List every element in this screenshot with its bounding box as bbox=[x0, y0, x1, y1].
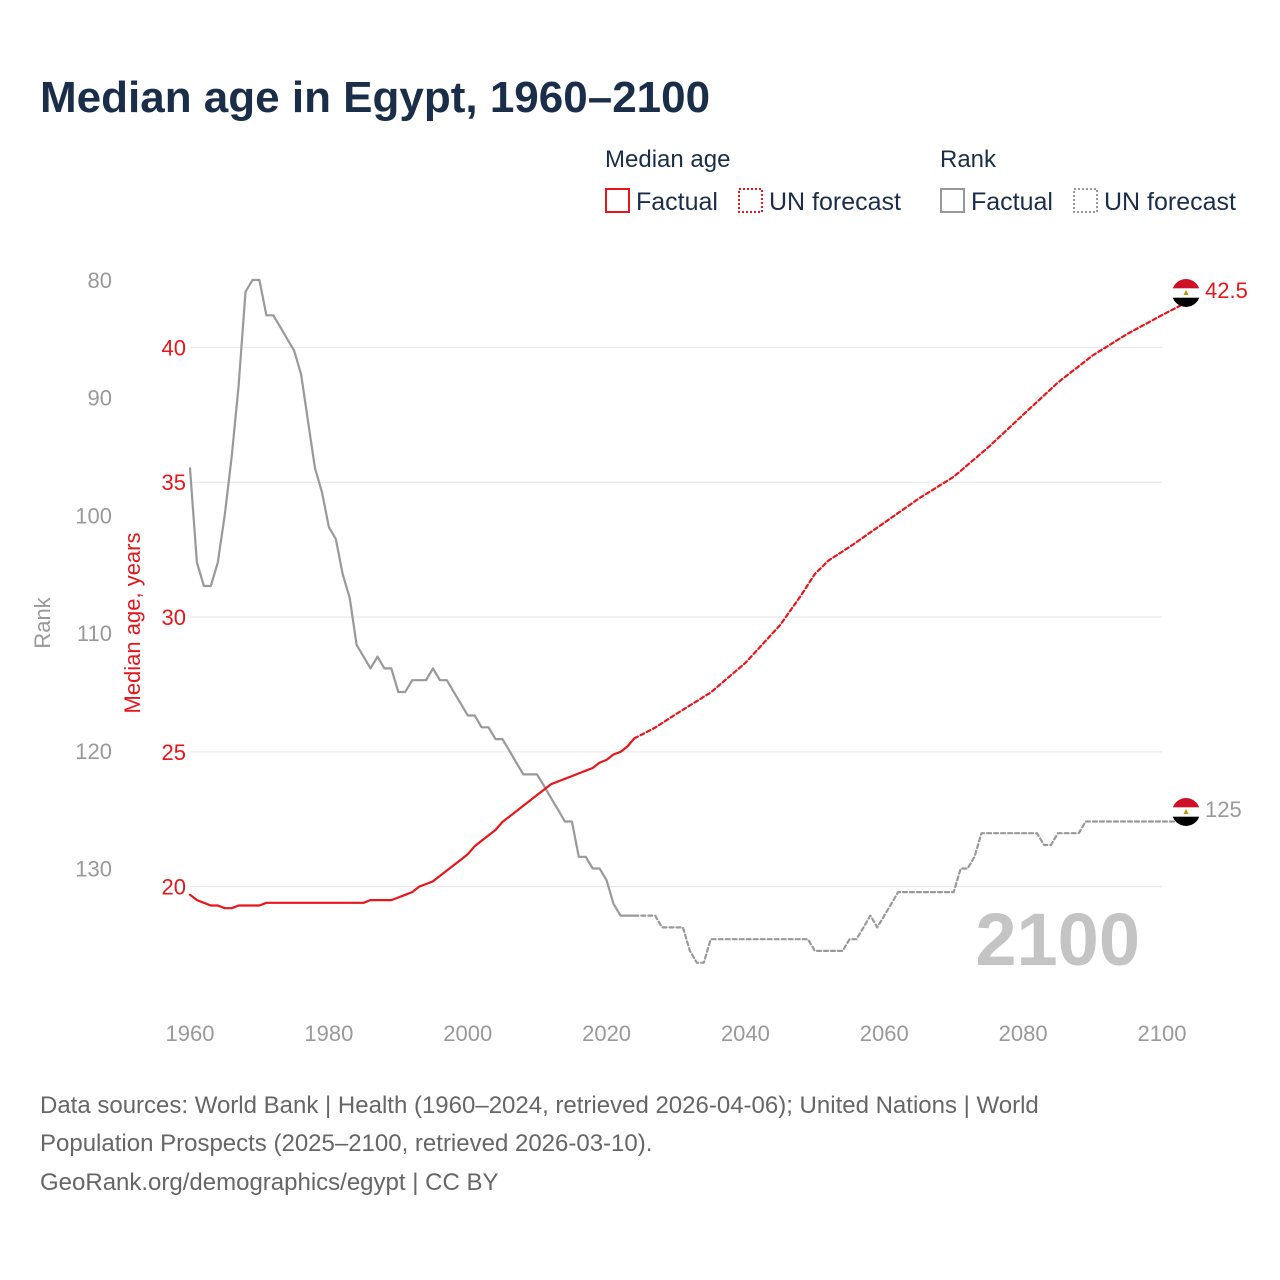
median-tick-label: 35 bbox=[162, 470, 186, 495]
rank-forecast-line bbox=[633, 820, 1184, 964]
x-tick-label: 2080 bbox=[999, 1021, 1048, 1046]
series-lines bbox=[188, 278, 1184, 964]
x-tick-label: 2040 bbox=[721, 1021, 770, 1046]
rank-tick-label: 90 bbox=[88, 386, 112, 411]
rank-axis-ticks: 80 90 100 110 120 130 bbox=[75, 268, 112, 882]
x-tick-label: 1980 bbox=[304, 1021, 353, 1046]
x-tick-label: 1960 bbox=[166, 1021, 215, 1046]
legend-label-median-factual: Factual bbox=[636, 188, 718, 216]
rank-factual-line bbox=[188, 278, 636, 917]
x-tick-label: 2100 bbox=[1138, 1021, 1187, 1046]
year-watermark: 2100 bbox=[975, 898, 1140, 981]
source-line-2: Population Prospects (2025–2100, retriev… bbox=[40, 1130, 652, 1157]
end-label-rank: 125 bbox=[1205, 797, 1242, 822]
legend-swatch-rank-factual bbox=[940, 188, 965, 213]
x-axis-ticks: 1960 1980 2000 2020 2040 2060 2080 2100 bbox=[166, 1021, 1187, 1046]
legend: Median age Rank Factual UN forecast Fact… bbox=[605, 146, 1236, 216]
egypt-flag-icon-median bbox=[1172, 279, 1200, 307]
median-axis-ticks: 20 25 30 35 40 bbox=[162, 335, 186, 899]
legend-label-median-forecast: UN forecast bbox=[769, 188, 901, 216]
median-tick-label: 30 bbox=[162, 605, 186, 630]
legend-swatch-median-forecast bbox=[738, 188, 763, 213]
x-tick-label: 2060 bbox=[860, 1021, 909, 1046]
median-tick-label: 25 bbox=[162, 740, 186, 765]
x-tick-label: 2020 bbox=[582, 1021, 631, 1046]
rank-tick-label: 100 bbox=[75, 503, 112, 528]
legend-swatch-median-factual bbox=[605, 188, 630, 213]
chart-title: Median age in Egypt, 1960–2100 bbox=[40, 73, 710, 122]
source-line-3: GeoRank.org/demographics/egypt | CC BY bbox=[40, 1169, 498, 1196]
rank-tick-label: 80 bbox=[88, 268, 112, 293]
median-age-forecast-line bbox=[633, 303, 1184, 740]
gridlines bbox=[190, 346, 1162, 888]
median-axis-title: Median age, years bbox=[120, 533, 145, 714]
legend-label-rank-factual: Factual bbox=[971, 188, 1053, 216]
rank-axis-title: Rank bbox=[30, 596, 55, 648]
rank-tick-label: 120 bbox=[75, 739, 112, 764]
egypt-flag-icon-rank bbox=[1172, 798, 1200, 826]
legend-heading-median-age: Median age bbox=[605, 146, 730, 173]
legend-heading-rank: Rank bbox=[940, 146, 997, 173]
year-watermark-layer: 2100 bbox=[975, 898, 1140, 981]
rank-tick-label: 130 bbox=[75, 857, 112, 882]
rank-tick-label: 110 bbox=[77, 621, 112, 646]
median-tick-label: 40 bbox=[162, 335, 186, 360]
legend-swatch-rank-forecast bbox=[1073, 188, 1098, 213]
median-tick-label: 20 bbox=[162, 875, 186, 900]
end-label-median: 42.5 bbox=[1205, 278, 1248, 303]
legend-label-rank-forecast: UN forecast bbox=[1104, 188, 1236, 216]
median-age-factual-line bbox=[188, 737, 636, 910]
source-line-1: Data sources: World Bank | Health (1960–… bbox=[40, 1092, 1039, 1119]
source-notes: Data sources: World Bank | Health (1960–… bbox=[40, 1092, 1039, 1196]
x-tick-label: 2000 bbox=[443, 1021, 492, 1046]
